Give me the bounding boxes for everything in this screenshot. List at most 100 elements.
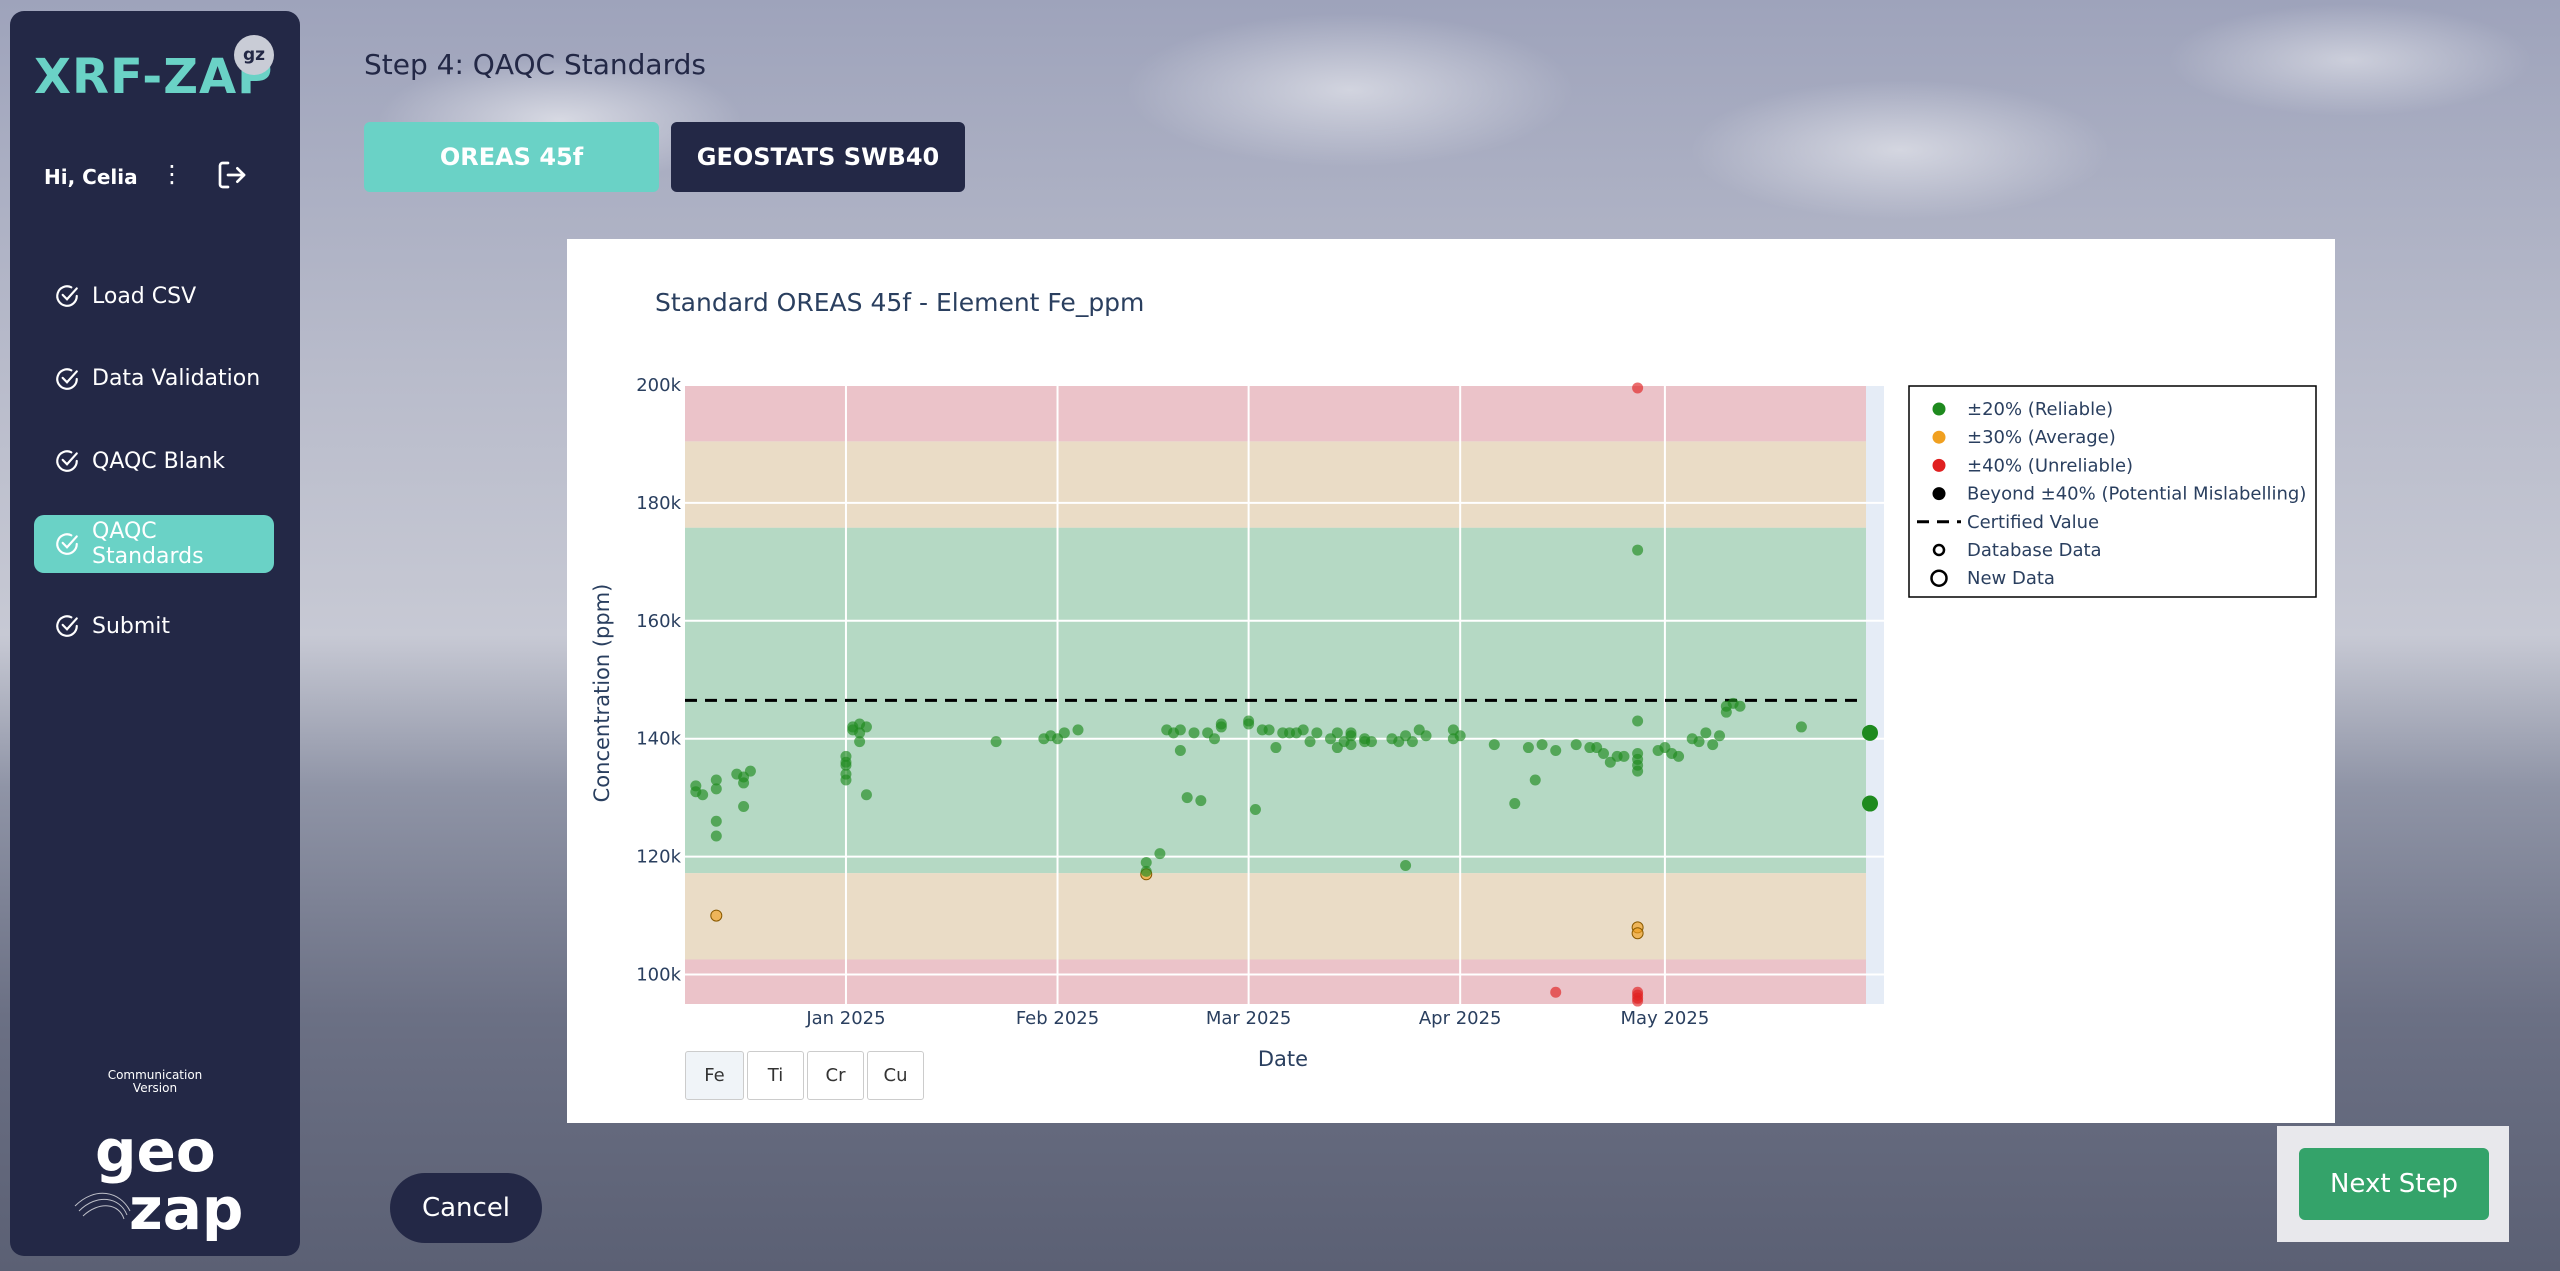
database-data-point [697, 789, 709, 801]
kebab-menu-icon[interactable]: ⋮ [160, 160, 184, 188]
database-data-point [1550, 745, 1562, 757]
database-data-point [1406, 736, 1418, 748]
legend-marker [1932, 430, 1946, 444]
database-data-point [854, 736, 866, 748]
sidebar-item-label: Load CSV [92, 283, 197, 309]
x-tick-label: Feb 2025 [1016, 1008, 1099, 1029]
database-data-point [1550, 986, 1562, 998]
qaqc-scatter-chart[interactable]: Standard OREAS 45f - Element Fe_ppm 100k… [567, 239, 2335, 1123]
database-data-point [1174, 724, 1186, 736]
chart-title: Standard OREAS 45f - Element Fe_ppm [655, 288, 1144, 317]
database-data-point [710, 774, 722, 786]
check-circle-icon [56, 285, 78, 307]
x-tick-label: Mar 2025 [1206, 1008, 1292, 1029]
svg-text:zap: zap [129, 1175, 243, 1241]
database-data-point [1331, 742, 1343, 754]
y-tick-label: 100k [636, 965, 681, 986]
app-logo: XRF-ZAP [34, 49, 274, 105]
database-data-point [1509, 798, 1521, 810]
database-data-point [1420, 730, 1432, 742]
sidebar-item-submit[interactable]: Submit [34, 597, 274, 655]
database-data-point [1345, 739, 1357, 751]
database-data-point [1072, 724, 1084, 736]
y-tick-label: 200k [636, 375, 681, 396]
y-tick-label: 140k [636, 729, 681, 750]
cancel-button[interactable]: Cancel [390, 1173, 542, 1243]
element-button-fe[interactable]: Fe [685, 1051, 744, 1100]
database-data-point [1359, 733, 1371, 745]
tab-oreas-45f[interactable]: OREAS 45f [364, 122, 659, 192]
database-data-point [1311, 727, 1323, 739]
database-data-point [1400, 859, 1412, 871]
legend-marker [1932, 402, 1946, 416]
y-tick-label: 120k [636, 847, 681, 868]
x-tick-label: Jan 2025 [805, 1008, 885, 1029]
chart-legend: ±20% (Reliable) ±30% (Average) ±40% (Unrel… [1908, 385, 2317, 598]
legend-label: ±30% (Average) [1967, 427, 2116, 448]
database-data-point [1249, 803, 1261, 815]
page-title: Step 4: QAQC Standards [364, 48, 706, 81]
database-data-point [840, 774, 852, 786]
database-data-point [1208, 733, 1220, 745]
sidebar-item-data-validation[interactable]: Data Validation [34, 350, 274, 408]
version-label: Communication Version [80, 1069, 230, 1095]
database-data-point [744, 765, 756, 777]
legend-label: Beyond ±40% (Potential Mislabelling) [1967, 484, 2306, 505]
x-tick-label: May 2025 [1621, 1008, 1710, 1029]
database-data-point [738, 777, 750, 789]
database-data-point [1181, 792, 1193, 804]
new-data-point [1862, 724, 1878, 741]
check-circle-icon [56, 450, 78, 472]
check-circle-icon [56, 615, 78, 637]
sidebar-item-qaqc-blank[interactable]: QAQC Blank [34, 432, 274, 490]
database-data-point [1188, 727, 1200, 739]
sidebar-nav: Load CSV Data Validation QAQC Blank QAQC… [34, 267, 274, 680]
database-data-point [710, 909, 723, 922]
database-data-point [1529, 774, 1541, 786]
database-data-point [1297, 724, 1309, 736]
version-line2: Version [132, 1081, 178, 1095]
next-step-container: Next Step [2277, 1126, 2509, 1242]
database-data-point [860, 721, 872, 733]
x-axis-ticks: Jan 2025 Feb 2025 Mar 2025 Apr 2025 May 2025 [805, 1008, 1709, 1029]
database-data-point [1243, 718, 1255, 730]
database-data-point [1215, 718, 1227, 730]
database-data-point [1154, 848, 1166, 860]
svg-text:geo: geo [95, 1117, 216, 1185]
tab-geostats-swb40[interactable]: GEOSTATS SWB40 [671, 122, 965, 192]
next-step-button[interactable]: Next Step [2299, 1148, 2489, 1220]
database-data-point [1632, 765, 1644, 777]
database-data-point [738, 801, 750, 813]
database-data-point [1263, 724, 1275, 736]
database-data-point [1714, 730, 1726, 742]
element-button-cr[interactable]: Cr [807, 1051, 864, 1100]
database-data-point [1488, 739, 1500, 751]
legend-marker [1932, 458, 1946, 472]
element-button-cu[interactable]: Cu [867, 1051, 924, 1100]
y-axis-label: Concentration (ppm) [590, 584, 614, 803]
sidebar-item-label: Submit [92, 613, 171, 639]
logout-icon[interactable] [216, 159, 248, 191]
database-data-point [1570, 739, 1582, 751]
sidebar-item-qaqc-standards[interactable]: QAQC Standards [34, 514, 274, 573]
database-data-point [1536, 739, 1548, 751]
database-data-point [1174, 745, 1186, 757]
y-tick-label: 160k [636, 611, 681, 632]
element-button-ti[interactable]: Ti [747, 1051, 804, 1100]
database-data-point [1304, 736, 1316, 748]
element-selector: Fe Ti Cr Cu [685, 1051, 927, 1100]
band-red [685, 385, 1866, 442]
database-data-point [690, 780, 702, 792]
version-line1: Communication [107, 1068, 203, 1082]
database-data-point [1700, 727, 1712, 739]
database-data-point [710, 783, 722, 795]
database-data-point [1140, 865, 1152, 877]
legend-label: ±20% (Reliable) [1967, 399, 2113, 420]
sidebar-item-load-csv[interactable]: Load CSV [34, 267, 274, 325]
user-greeting: Hi, Celia [44, 165, 138, 189]
database-data-point [1693, 736, 1705, 748]
database-data-point [1597, 747, 1609, 759]
database-data-point [1195, 795, 1207, 807]
database-data-point [1454, 730, 1466, 742]
database-data-point [1331, 727, 1343, 739]
